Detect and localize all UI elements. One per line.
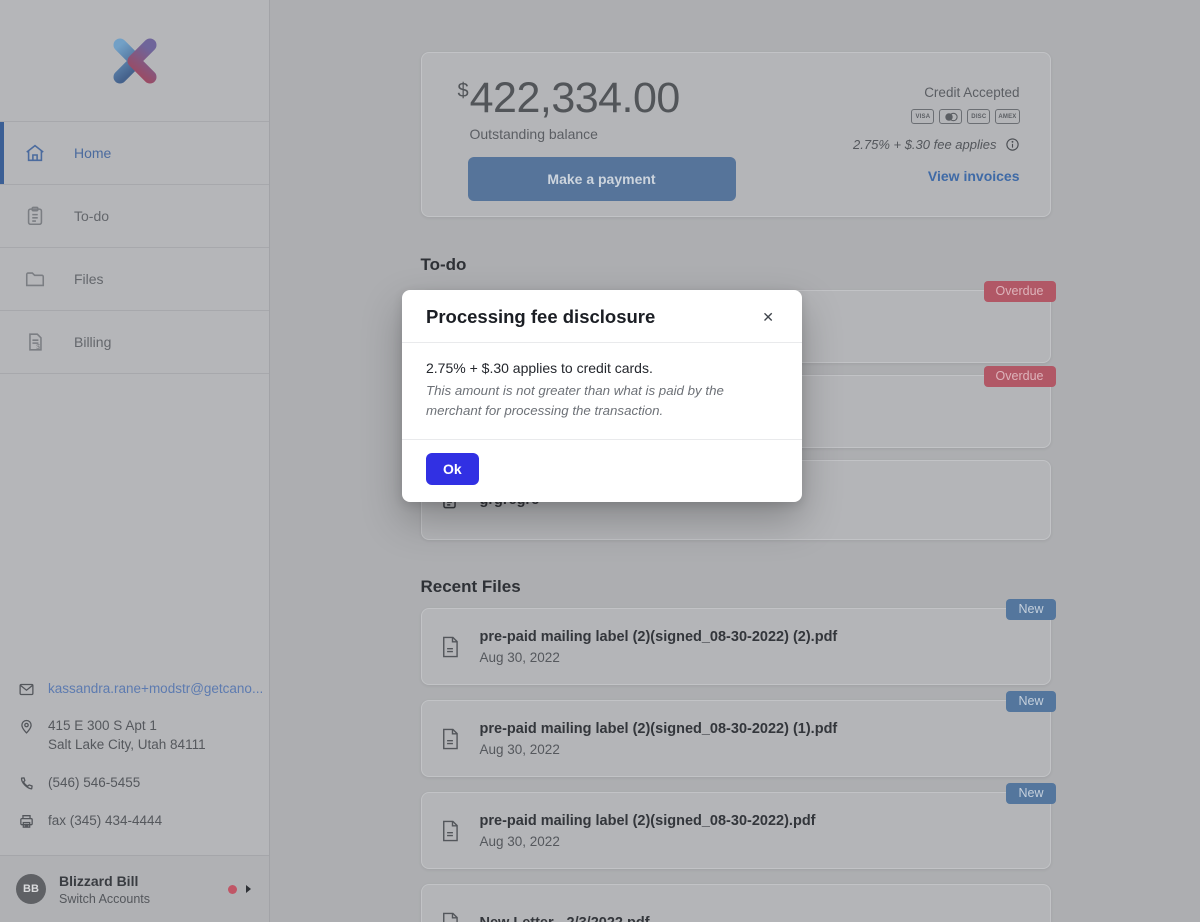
balance-right: Credit Accepted VISA DISC AMEX 2.75% + $… [853,73,1020,216]
currency-symbol: $ [457,80,469,102]
folder-icon [25,272,45,287]
document-icon [442,636,458,657]
sidebar-item-files[interactable]: Files [0,248,269,311]
address-line2: Salt Lake City, Utah 84111 [48,737,206,753]
canopy-logo-icon [113,38,156,83]
notification-dot [228,884,237,894]
envelope-icon [19,683,34,695]
credit-accepted-label: Credit Accepted [924,85,1020,100]
file-meta: New Letter - 2/3/2022.pdf [480,915,650,922]
address-line1: 415 E 300 S Apt 1 [48,718,157,734]
switch-accounts-link[interactable]: Switch Accounts [59,891,151,906]
chevron-right-icon[interactable] [246,885,251,893]
printer-icon [20,815,33,828]
balance-card: $422,334.00 Outstanding balance Make a p… [420,52,1051,217]
file-meta: pre-paid mailing label (2)(signed_08-30-… [480,629,838,665]
make-a-payment-button[interactable]: Make a payment [467,157,736,201]
sidebar-item-label: Billing [74,334,112,350]
file-name: pre-paid mailing label (2)(signed_08-30-… [479,628,838,645]
overdue-badge: Overdue [983,366,1056,387]
file-date: Aug 30, 2022 [479,833,560,849]
discover-icon: DISC [967,109,991,124]
file-name: pre-paid mailing label (2)(signed_08-30-… [479,812,816,829]
svg-text:$: $ [36,344,40,351]
clipboard-icon [27,206,43,226]
ok-button[interactable]: Ok [426,453,479,486]
contact-address-row: 415 E 300 S Apt 1 Salt Lake City, Utah 8… [18,717,255,755]
home-icon [26,144,44,162]
amex-icon: AMEX [995,109,1020,124]
contact-email-link[interactable]: kassandra.rane+modstr@getcano... [48,680,264,696]
logo [0,0,269,121]
close-icon[interactable]: ✕ [758,308,778,326]
user-bar-right [228,884,251,894]
processing-fee-modal: Processing fee disclosure ✕ 2.75% + $.30… [402,290,802,503]
avatar: BB [16,874,46,904]
file-card[interactable]: New pre-paid mailing label (2)(signed_08… [420,691,1056,777]
info-icon[interactable] [1005,137,1020,152]
fee-note-text: 2.75% + $.30 fee applies [853,137,997,152]
modal-header: Processing fee disclosure ✕ [402,290,802,343]
file-name: pre-paid mailing label (2)(signed_08-30-… [479,720,838,737]
sidebar-item-home[interactable]: Home [0,122,269,185]
visa-icon: VISA [911,109,935,124]
contact-info: kassandra.rane+modstr@getcano... 415 E 3… [0,680,269,855]
file-date: Aug 30, 2022 [479,741,560,757]
contact-phone-row: (546) 546-5455 [18,774,255,793]
new-badge: New [1006,783,1056,804]
invoice-icon: $ [29,333,42,351]
todo-heading: To-do [420,255,467,274]
document-icon [442,728,458,749]
user-account-bar[interactable]: BB Blizzard Bill Switch Accounts [0,855,269,922]
new-badge: New [1006,691,1056,712]
contact-fax-row: fax (345) 434-4444 [18,812,255,831]
mastercard-icon [939,109,963,124]
balance-amount: 422,334.00 [469,74,681,122]
file-card[interactable]: New Letter - 2/3/2022.pdf [420,884,1051,922]
file-card[interactable]: New pre-paid mailing label (2)(signed_08… [420,599,1056,685]
file-name: New Letter - 2/3/2022.pdf [480,915,650,922]
file-card[interactable]: New pre-paid mailing label (2)(signed_08… [420,783,1056,869]
file-meta: pre-paid mailing label (2)(signed_08-30-… [480,721,838,757]
balance-label: Outstanding balance [469,126,598,142]
fee-note: 2.75% + $.30 fee applies [853,137,1019,152]
user-meta: Blizzard Bill Switch Accounts [59,873,150,906]
fee-disclosure-subtext: This amount is not greater than what is … [426,383,724,419]
sidebar-nav: Home To-do Files $ Billing [0,121,269,374]
modal-title: Processing fee disclosure [426,306,656,327]
contact-address: 415 E 300 S Apt 1 Salt Lake City, Utah 8… [48,717,206,755]
fee-disclosure-text: 2.75% + $.30 applies to credit cards. [426,360,653,376]
map-pin-icon [21,720,32,735]
user-name: Blizzard Bill [59,872,139,889]
sidebar-item-label: Files [74,271,104,287]
sidebar-item-label: To-do [74,208,110,224]
contact-fax: fax (345) 434-4444 [48,813,163,829]
file-date: Aug 30, 2022 [479,649,560,665]
contact-email-row: kassandra.rane+modstr@getcano... [18,680,263,699]
contact-phone: (546) 546-5455 [48,775,141,791]
card-brand-icons: VISA DISC AMEX [911,109,1020,124]
outstanding-balance-amount: $422,334.00 [458,77,736,120]
modal-body: 2.75% + $.30 applies to credit cards. Th… [402,343,802,441]
new-badge: New [1006,599,1056,620]
sidebar-item-label: Home [74,145,112,161]
modal-footer: Ok [402,440,802,502]
view-invoices-link[interactable]: View invoices [927,168,1020,184]
document-icon [442,820,458,841]
sidebar-item-billing[interactable]: $ Billing [0,311,269,374]
phone-icon [20,777,33,790]
sidebar-item-todo[interactable]: To-do [0,185,269,248]
overdue-badge: Overdue [983,281,1056,302]
balance-left: $422,334.00 Outstanding balance Make a p… [458,73,736,216]
recent-files-heading: Recent Files [420,577,521,596]
file-meta: pre-paid mailing label (2)(signed_08-30-… [480,813,816,849]
document-icon [442,912,458,922]
sidebar: Home To-do Files $ Billing [0,0,270,922]
